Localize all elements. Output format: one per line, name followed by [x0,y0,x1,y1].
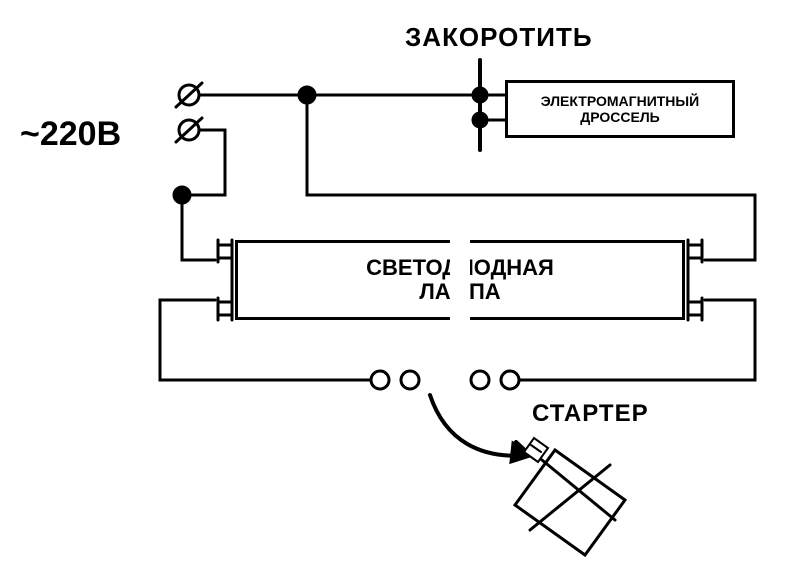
short-circuit-label: ЗАКОРОТИТЬ [405,22,593,53]
starter-label: СТАРТЕР [532,400,649,428]
choke-line2: ДРОССЕЛЬ [580,109,659,125]
lamp-line2: ЛАМПА [419,280,500,304]
led-lamp: СВЕТОДИОДНАЯ ЛАМПА [235,240,685,320]
choke-line1: ЭЛЕКТРОМАГНИТНЫЙ [541,93,699,109]
lamp-line1: СВЕТОДИОДНАЯ [366,256,554,280]
choke-box: ЭЛЕКТРОМАГНИТНЫЙ ДРОССЕЛЬ [505,80,735,138]
voltage-label: ~220В [20,115,121,154]
circuit-diagram: { "colors": { "stroke": "#000000", "bg":… [0,0,800,569]
